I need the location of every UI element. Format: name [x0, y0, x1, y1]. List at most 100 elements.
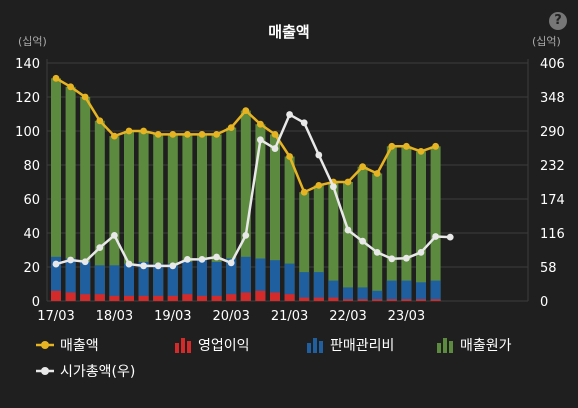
revenue-point: [81, 93, 89, 101]
legend-label: 매출액: [60, 338, 99, 354]
right-tick-label: 174: [540, 193, 565, 208]
operating-profit-bar: [372, 299, 383, 301]
cost-bar: [167, 134, 178, 301]
operating-profit-bar: [109, 295, 120, 301]
revenue-point: [198, 131, 206, 138]
right-tick-label: 406: [540, 57, 565, 72]
cost-bar: [430, 146, 441, 301]
operating-profit-bar: [51, 290, 61, 301]
market-cap-point: [315, 151, 323, 159]
legend-market-cap[interactable]: 시가총액(우): [36, 361, 135, 381]
market-cap-line: [55, 112, 451, 268]
sga-bar: [270, 260, 280, 301]
operating-profit-bar: [94, 294, 105, 301]
market-cap-point: [125, 260, 133, 268]
market-cap-point: [67, 256, 74, 264]
sga-bar: [328, 280, 339, 301]
market-cap-point: [446, 233, 454, 241]
market-cap-point: [111, 231, 118, 239]
market-cap-point: [184, 255, 191, 263]
cost-bar: [153, 134, 164, 301]
revenue-point: [257, 120, 264, 128]
operating-profit-bar: [299, 297, 310, 301]
sga-bar: [197, 260, 207, 301]
cost-bar: [255, 124, 266, 301]
sga-bar: [401, 280, 412, 301]
help-icon[interactable]: ?: [549, 12, 567, 30]
sga-bar: [124, 263, 134, 301]
sga-bar: [343, 287, 353, 301]
x-tick-label: 18/03: [96, 309, 133, 324]
cost-bar: [386, 146, 397, 301]
cost-bar: [270, 134, 280, 301]
cost-bar: [109, 136, 120, 301]
revenue-point: [111, 132, 118, 140]
market-cap-point: [198, 255, 206, 263]
revenue-point: [271, 131, 279, 138]
legend-label: 매출원가: [460, 338, 512, 354]
operating-profit-bar: [226, 294, 237, 301]
market-cap-point: [154, 262, 162, 270]
market-cap-point: [213, 253, 221, 261]
sga-bar: [211, 261, 222, 301]
chart-title: 매출액: [268, 23, 309, 41]
legend-revenue[interactable]: 매출액: [36, 335, 99, 355]
sga-bar: [313, 272, 324, 301]
revenue-point: [52, 74, 60, 82]
right-tick-label: 0: [540, 295, 548, 310]
revenue-point: [300, 188, 308, 196]
operating-profit-bar: [357, 299, 368, 301]
cost-bar: [80, 97, 91, 301]
legend-line-icon: [36, 367, 54, 375]
market-cap-point: [227, 259, 235, 267]
legend-operating-profit[interactable]: 영업이익: [174, 335, 250, 355]
revenue-point: [227, 124, 235, 131]
legend-line-icon: [36, 341, 54, 349]
market-cap-point: [140, 262, 148, 270]
market-cap-point: [286, 111, 293, 118]
revenue-point: [286, 153, 293, 160]
operating-profit-bar: [328, 297, 339, 301]
operating-profit-bar: [124, 295, 134, 301]
legend-bar-icon: [307, 338, 323, 353]
revenue-point: [184, 131, 191, 138]
legend-label: 판매관리비: [330, 338, 395, 354]
operating-profit-bar: [182, 294, 193, 301]
legend-bar-icon: [175, 338, 191, 353]
cost-bar: [197, 134, 207, 301]
operating-profit-bar: [138, 295, 149, 301]
market-cap-point: [52, 260, 60, 268]
legend-bar-icon: [437, 338, 453, 353]
right-tick-label: 58: [540, 261, 557, 276]
legend-cost[interactable]: 매출원가: [436, 335, 512, 355]
left-tick-label: 120: [15, 91, 40, 106]
operating-profit-bar: [386, 299, 397, 301]
operating-profit-bar: [211, 295, 222, 301]
sga-bar: [167, 263, 178, 301]
right-tick-label: 348: [540, 91, 565, 106]
legend-label: 시가총액(우): [60, 364, 136, 380]
right-tick-label: 232: [540, 159, 565, 174]
revenue-point: [344, 178, 352, 186]
market-cap-point: [403, 254, 410, 262]
left-tick-label: 100: [15, 125, 40, 140]
cost-bar: [284, 156, 295, 301]
revenue-point: [388, 142, 396, 150]
revenue-point: [140, 127, 148, 135]
market-cap-point: [373, 248, 381, 256]
operating-profit-bar: [167, 295, 178, 301]
line-series: [52, 74, 454, 270]
operating-profit-bar: [343, 299, 353, 301]
sga-bar: [299, 272, 310, 301]
cost-bar: [328, 182, 339, 301]
revenue-point: [96, 117, 104, 125]
legend-sga[interactable]: 판매관리비: [306, 335, 394, 355]
revenue-point: [359, 163, 366, 171]
x-tick-label: 23/03: [388, 309, 425, 324]
operating-profit-bar: [430, 299, 441, 301]
legend-label: 영업이익: [198, 338, 250, 354]
cost-bar: [226, 127, 237, 301]
left-tick-label: 80: [23, 159, 40, 174]
operating-profit-bar: [197, 295, 207, 301]
sga-bar: [430, 280, 441, 301]
